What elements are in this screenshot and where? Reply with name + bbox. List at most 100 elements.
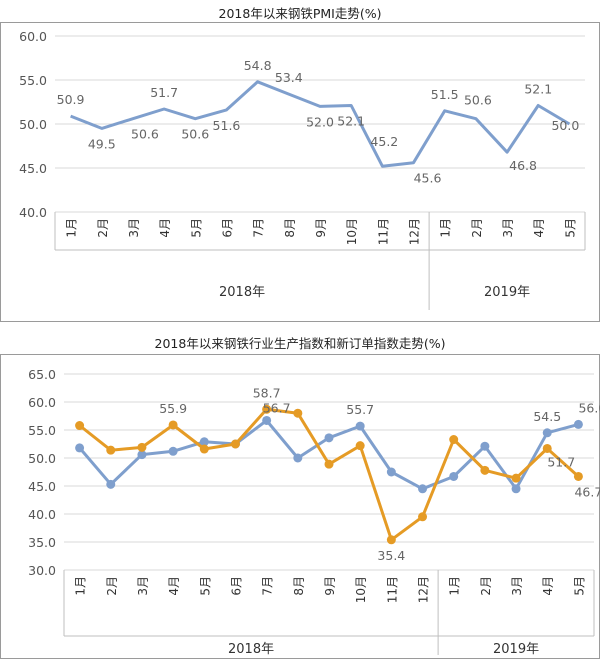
pmi-chart-data-label: 50.9 xyxy=(57,92,85,107)
index-chart-title: 2018年以来钢铁行业生产指数和新订单指数走势(%) xyxy=(154,336,446,351)
pmi-chart-y-tick-label: 55.0 xyxy=(19,73,47,88)
pmi-chart-x-tick-label: 8月 xyxy=(283,218,297,238)
index-chart-data-point xyxy=(106,479,116,489)
index-chart-x-tick-label: 1月 xyxy=(74,576,88,596)
index-chart-x-tick-label: 3月 xyxy=(136,576,150,596)
index-chart-data-point xyxy=(542,428,552,438)
pmi-chart-group-label: 2019年 xyxy=(484,285,530,300)
index-chart-data-point xyxy=(511,473,521,483)
index-chart-data-point xyxy=(199,437,209,447)
index-chart-x-tick-label: 1月 xyxy=(448,576,462,596)
index-chart-data-point xyxy=(137,442,147,452)
pmi-chart-x-tick-label: 2月 xyxy=(470,218,484,238)
pmi-chart-x-tick-label: 10月 xyxy=(345,218,359,245)
index-chart-x-tick-label: 5月 xyxy=(572,576,586,596)
index-chart-x-tick-label: 4月 xyxy=(541,576,555,596)
pmi-chart-x-tick-label: 4月 xyxy=(532,218,546,238)
index-chart-data-point xyxy=(449,435,459,445)
index-chart-data-label: 55.7 xyxy=(346,402,374,417)
pmi-chart-x-tick-label: 12月 xyxy=(408,218,422,245)
pmi-chart-series-line xyxy=(70,80,571,168)
index-chart-series-line xyxy=(78,407,580,542)
index-chart-x-tick-label: 2月 xyxy=(479,576,493,596)
index-chart-x-tick-label: 12月 xyxy=(417,576,431,603)
pmi-chart-data-label: 45.2 xyxy=(370,134,398,149)
pmi-chart-x-tick-label: 2月 xyxy=(96,218,110,238)
index-chart-y-tick-label: 40.0 xyxy=(28,507,56,522)
index-chart-data-label: 58.7 xyxy=(253,385,281,400)
index-chart-x-tick-label: 8月 xyxy=(292,576,306,596)
index-chart-data-label: 46.7 xyxy=(574,484,600,499)
pmi-chart-x-tick-label: 11月 xyxy=(376,218,390,245)
pmi-chart-data-label: 45.6 xyxy=(414,171,442,186)
pmi-chart-x-tick-label: 6月 xyxy=(220,218,234,238)
pmi-chart-data-label: 50.6 xyxy=(131,127,159,142)
index-chart-data-point xyxy=(75,421,85,431)
index-chart-y-tick-label: 50.0 xyxy=(28,451,56,466)
pmi-chart-x-tick-label: 7月 xyxy=(252,218,266,238)
index-chart-data-point xyxy=(168,420,178,430)
index-chart-group-label: 2019年 xyxy=(493,642,539,657)
index-chart-frame xyxy=(0,354,600,659)
index-chart-data-point xyxy=(480,441,490,451)
index-chart-data-point xyxy=(573,419,583,429)
index-chart-data-point xyxy=(230,439,240,449)
pmi-chart-data-label: 49.5 xyxy=(88,136,116,151)
index-chart-group-label: 2018年 xyxy=(228,642,274,657)
pmi-chart-y-tick-label: 40.0 xyxy=(19,205,47,220)
index-chart-data-point xyxy=(511,484,521,494)
pmi-chart-x-tick-label: 4月 xyxy=(158,218,172,238)
index-chart-data-point xyxy=(137,450,147,460)
pmi-chart-data-label: 53.4 xyxy=(275,70,303,85)
index-chart-data-point xyxy=(293,453,303,463)
index-chart-x-tick-label: 7月 xyxy=(261,576,275,596)
pmi-chart-x-tick-label: 9月 xyxy=(314,218,328,238)
pmi-chart-x-tick-label: 3月 xyxy=(501,218,515,238)
pmi-chart-x-tick-label: 5月 xyxy=(189,218,203,238)
index-chart-x-tick-label: 4月 xyxy=(167,576,181,596)
pmi-chart-data-label: 51.5 xyxy=(431,87,459,102)
index-chart-data-point xyxy=(106,445,116,455)
pmi-chart-y-tick-label: 45.0 xyxy=(19,161,47,176)
index-chart-panel: 2018年以来钢铁行业生产指数和新订单指数走势(%) 30.0 35.0 40.0 4… xyxy=(0,322,600,659)
pmi-chart-data-label: 51.6 xyxy=(213,118,241,133)
index-chart-x-tick-label: 2月 xyxy=(105,576,119,596)
index-chart-data-point xyxy=(386,535,396,545)
index-chart-data-point xyxy=(355,421,365,431)
pmi-chart-data-label: 52.1 xyxy=(337,114,365,129)
pmi-chart-group-label: 2018年 xyxy=(219,285,265,300)
pmi-chart-data-label: 50.6 xyxy=(464,93,492,108)
index-chart-data-point xyxy=(418,512,428,522)
index-chart-data-point xyxy=(480,465,490,475)
index-chart-data-point xyxy=(418,484,428,494)
index-chart-data-label: 35.4 xyxy=(377,548,405,563)
pmi-chart: 40.0 45.0 50.0 55.0 60.0 1月 2月 3月 4月 5月 6月 7月 8月 9月 10… xyxy=(19,29,586,310)
index-chart-data-point xyxy=(75,443,85,453)
index-chart-y-tick-label: 30.0 xyxy=(28,563,56,578)
index-chart-x-tick-label: 5月 xyxy=(198,576,212,596)
index-chart-data-point xyxy=(262,404,272,414)
index-chart-y-tick-label: 45.0 xyxy=(28,479,56,494)
pmi-chart-panel: 2018年以来钢铁PMI走势(%) 40.0 45.0 50.0 55.0 60.0 1月… xyxy=(0,0,600,322)
pmi-chart-x-tick-label: 5月 xyxy=(563,218,577,238)
pmi-chart-y-tick-label: 60.0 xyxy=(19,29,47,44)
pmi-chart-x-tick-label: 3月 xyxy=(127,218,141,238)
index-chart: 30.0 35.0 40.0 45.0 50.0 55.0 60.0 65.0 1月 2月 3月 4月… xyxy=(28,367,600,657)
index-chart-y-tick-label: 60.0 xyxy=(28,395,56,410)
pmi-chart-x-tick-label: 1月 xyxy=(439,218,453,238)
index-chart-y-tick-label: 35.0 xyxy=(28,535,56,550)
pmi-chart-data-label: 51.7 xyxy=(150,85,178,100)
index-chart-data-point xyxy=(449,471,459,481)
index-chart-data-point xyxy=(324,459,334,469)
index-chart-y-tick-label: 55.0 xyxy=(28,423,56,438)
index-chart-data-point xyxy=(386,467,396,477)
pmi-chart-data-label: 52.1 xyxy=(524,82,552,97)
pmi-chart-data-label: 54.8 xyxy=(244,58,272,73)
index-chart-x-tick-label: 9月 xyxy=(323,576,337,596)
pmi-chart-data-label: 46.8 xyxy=(509,158,537,173)
index-chart-data-point xyxy=(262,415,272,425)
pmi-chart-y-tick-label: 50.0 xyxy=(19,117,47,132)
index-chart-data-label: 56.0 xyxy=(578,400,600,415)
index-chart-x-tick-label: 10月 xyxy=(354,576,368,603)
pmi-chart-data-label: 50.6 xyxy=(181,127,209,142)
